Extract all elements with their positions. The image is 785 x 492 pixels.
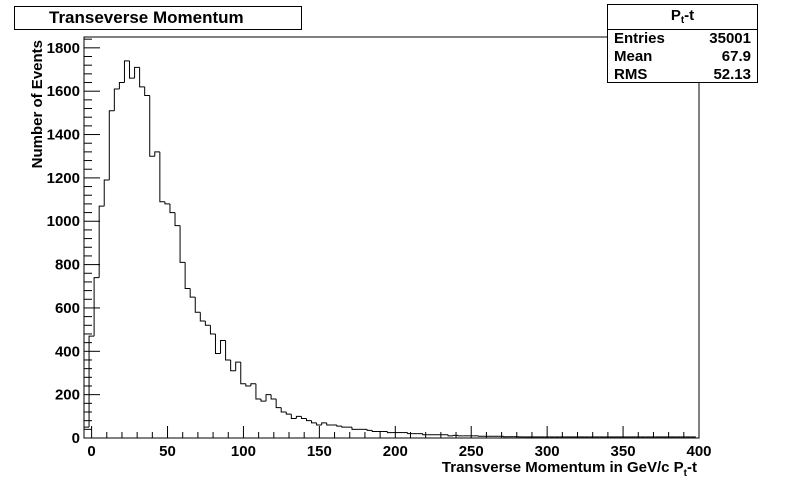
- x-tick-label: 0: [87, 443, 95, 460]
- histogram-bin: [184, 262, 191, 289]
- histogram-bin: [386, 431, 393, 434]
- y-tick-label: 400: [55, 343, 80, 360]
- histogram-bin: [169, 203, 176, 214]
- histogram-bin: [129, 60, 135, 79]
- chart-title: Transeverse Momentum: [14, 6, 302, 30]
- histogram-bin: [149, 95, 155, 157]
- y-axis-title: Number of Events: [29, 40, 46, 168]
- histogram-bin: [326, 422, 332, 426]
- histogram-bin: [164, 201, 170, 205]
- histogram-bin: [230, 359, 236, 372]
- histogram-bin: [220, 339, 226, 354]
- x-tick-label: 400: [686, 443, 711, 460]
- stats-title: Pt-t: [608, 5, 757, 30]
- histogram-bin: [225, 340, 231, 361]
- histogram-bin: [305, 418, 312, 422]
- histogram-bin: [311, 420, 317, 424]
- histogram-bin: [134, 66, 140, 79]
- stats-title-sub: t: [680, 15, 685, 26]
- histogram-bin: [103, 179, 110, 207]
- histogram-bin: [204, 320, 211, 326]
- histogram-bin: [285, 411, 292, 415]
- histogram-bin: [83, 426, 90, 438]
- histogram-bin: [260, 398, 267, 402]
- histogram-bin: [245, 383, 251, 387]
- histogram-bin: [300, 416, 307, 419]
- histogram-bin: [295, 415, 302, 419]
- y-tick-label: 800: [55, 257, 80, 274]
- histogram-bin: [366, 429, 373, 431]
- stats-entries-value: 35001: [709, 30, 751, 47]
- histogram-bin: [174, 212, 181, 227]
- histogram-bin: [351, 427, 358, 430]
- y-tick-label: 1200: [47, 170, 80, 187]
- y-tick-label: 1400: [47, 127, 80, 144]
- histogram-bin: [113, 88, 120, 111]
- histogram-bin: [422, 433, 428, 436]
- histogram-bin: [98, 205, 105, 278]
- histogram-bin: [255, 383, 261, 400]
- histogram-bin: [159, 151, 165, 203]
- histogram-bin: [275, 398, 282, 409]
- histogram-bin: [209, 325, 216, 335]
- histogram-bin: [194, 297, 201, 313]
- x-tick-label: 50: [159, 443, 176, 460]
- histogram-bin: [154, 151, 160, 157]
- histogram-bin: [235, 361, 241, 371]
- histogram-bin: [139, 67, 145, 88]
- histogram-bin: [118, 82, 125, 90]
- histogram-bin: [214, 333, 221, 354]
- histogram-bin: [321, 422, 327, 425]
- histogram-bin: [447, 434, 454, 437]
- stats-title-main: P: [670, 7, 681, 24]
- histogram-bin: [265, 394, 272, 402]
- y-tick-label: 1000: [47, 213, 80, 230]
- x-tick-label: 300: [535, 443, 560, 460]
- histogram-bin: [93, 277, 100, 337]
- histogram-bin: [108, 110, 115, 181]
- x-tick-label: 150: [307, 443, 332, 460]
- y-tick-label: 600: [55, 300, 80, 317]
- histogram-bin: [123, 60, 130, 83]
- histogram-bin: [371, 430, 378, 432]
- stats-entries-label: Entries: [614, 30, 665, 47]
- plot-frame: [83, 36, 700, 439]
- stats-rms-value: 52.13: [713, 66, 751, 83]
- x-tick-label: 200: [383, 443, 408, 460]
- stats-rms-label: RMS: [614, 66, 648, 83]
- x-tick-label: 350: [611, 443, 636, 460]
- histogram-bin: [316, 422, 322, 426]
- histogram-bin: [189, 288, 196, 298]
- histogram-bin: [336, 424, 342, 427]
- histogram-bin: [270, 394, 277, 400]
- histogram-bin: [179, 225, 186, 263]
- histogram-bin: [144, 86, 150, 97]
- stats-rms-row: RMS 52.13: [608, 66, 757, 84]
- stats-mean-label: Mean: [614, 48, 653, 65]
- y-tick-label: 1600: [47, 83, 80, 100]
- histogram-bin: [341, 426, 347, 428]
- stats-mean-row: Mean 67.9: [608, 48, 757, 66]
- histogram-bin: [290, 414, 297, 419]
- y-tick-label: 0: [72, 430, 80, 447]
- stats-title-suffix: -t: [684, 7, 695, 24]
- histogram-bin: [88, 335, 95, 428]
- y-tick-label: 200: [55, 387, 80, 404]
- stats-box: Pt-t Entries 35001 Mean 67.9 RMS 52.13: [607, 4, 758, 83]
- histogram-bin: [280, 407, 287, 413]
- histogram-bin: [199, 312, 206, 322]
- x-tick-label: 100: [231, 443, 256, 460]
- stats-mean-value: 67.9: [721, 48, 751, 65]
- histogram-bin: [250, 383, 256, 386]
- y-tick-label: 1800: [47, 40, 80, 57]
- stats-entries-row: Entries 35001: [608, 30, 757, 48]
- x-axis-title: Transverse Momentum in GeV/c Pt-t: [442, 459, 697, 479]
- x-tick-label: 250: [459, 443, 484, 460]
- histogram-bin: [407, 432, 413, 435]
- histogram-bin: [240, 362, 246, 385]
